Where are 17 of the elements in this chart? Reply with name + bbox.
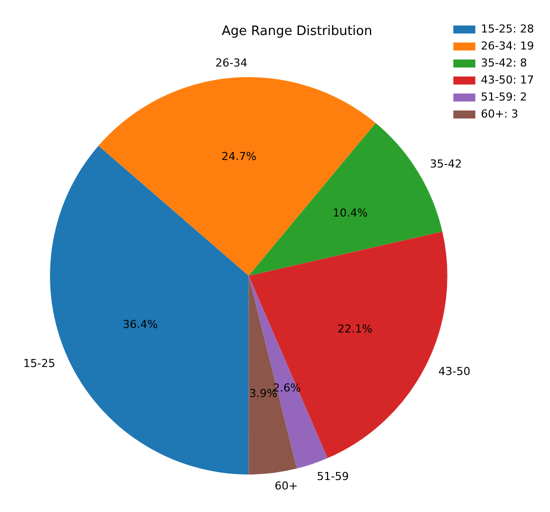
data-label: 22.1% xyxy=(338,322,372,336)
text: 26-34 xyxy=(215,56,248,70)
data-label: 24.7% xyxy=(221,150,256,163)
legend-label: 60+: 3 xyxy=(480,107,518,120)
legend-label: 51-59: 2 xyxy=(480,90,528,104)
text: 15-25 xyxy=(23,357,56,370)
legend-label: 35-42: 8 xyxy=(480,56,528,70)
text: 35-42 xyxy=(430,157,462,170)
data-label: 10.4% xyxy=(332,206,368,220)
legend-label: 43-50: 17 xyxy=(480,73,534,86)
data-label: 36.4% xyxy=(122,318,158,332)
legend-label: 15-25: 28 xyxy=(480,22,534,36)
legend-label: 26-34: 19 xyxy=(480,39,534,52)
text: 60+ xyxy=(274,480,298,493)
text: 51-59 xyxy=(316,470,349,484)
chart-title: Age Range Distribution xyxy=(222,24,372,40)
text: 43-50 xyxy=(438,364,470,378)
